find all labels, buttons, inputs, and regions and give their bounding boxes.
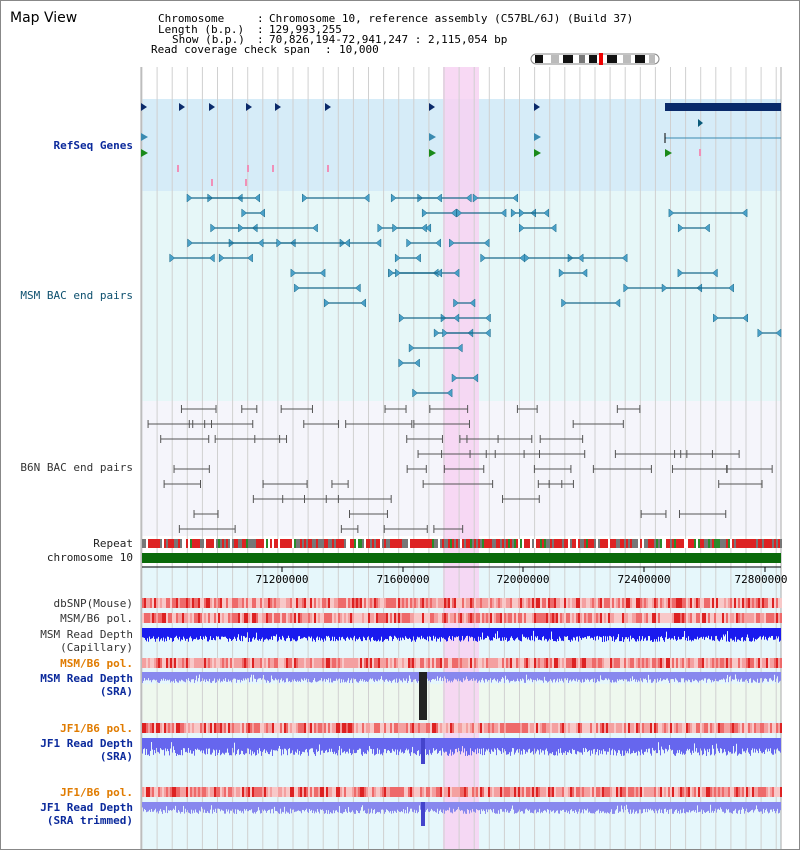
track-label-refseq[interactable]: RefSeq Genes <box>53 139 133 152</box>
length-key: Length (b.p.) <box>158 23 245 36</box>
axis-tick-label: 71200000 <box>255 573 309 586</box>
track-label-jf1-depth-trim[interactable]: JF1 Read Depth (SRA trimmed) <box>40 801 133 827</box>
colon-3: : <box>257 33 264 46</box>
chromosome-bar <box>142 553 781 563</box>
show-value: 70,826,194-72,941,247 : 2,115,054 bp <box>269 33 508 46</box>
track-label-chromosome[interactable]: chromosome 10 <box>46 551 133 564</box>
track-label-msm-b6-pol-1[interactable]: MSM/B6 pol. <box>60 612 133 625</box>
track-label-msm-b6-pol-2[interactable]: MSM/B6 pol. <box>60 657 133 670</box>
colon-1: : <box>257 12 264 25</box>
track-label-dbsnp[interactable]: dbSNP(Mouse) <box>53 597 133 610</box>
gene-arrow <box>209 103 215 111</box>
chromosome-value: Chromosome 10, reference assembly (C57BL… <box>269 12 634 25</box>
track-label-repeat[interactable]: Repeat <box>93 537 133 550</box>
length-value: 129,993,255 <box>269 23 342 36</box>
span-value: 10,000 <box>339 43 379 56</box>
gene-arrow <box>429 103 435 111</box>
span-key: Read coverage check span <box>151 43 310 56</box>
colon-4: : <box>325 43 332 56</box>
show-key: Show (b.p.) <box>172 33 245 46</box>
gene-bar <box>665 103 781 111</box>
gene-arrow <box>534 103 540 111</box>
track-label-b6n-bac[interactable]: B6N BAC end pairs <box>20 461 133 474</box>
gene-arrow <box>141 103 147 111</box>
chromosome-key: Chromosome <box>158 12 225 25</box>
track-label-jf1-b6-pol-1[interactable]: JF1/B6 pol. <box>60 722 133 735</box>
axis-tick-label: 72800000 <box>734 573 788 586</box>
track-label-msm-bac[interactable]: MSM BAC end pairs <box>20 289 133 302</box>
axis-tick-label: 72000000 <box>496 573 550 586</box>
track-label-msm-depth-cap[interactable]: MSM Read Depth (Capillary) <box>40 628 133 654</box>
axis-tick-label: 72400000 <box>617 573 671 586</box>
gene-arrow <box>179 103 185 111</box>
window-title: Map View <box>10 10 78 26</box>
track-label-jf1-b6-pol-2[interactable]: JF1/B6 pol. <box>60 786 133 799</box>
colon-2: : <box>257 23 264 36</box>
track-label-msm-depth-sra[interactable]: MSM Read Depth (SRA) <box>40 672 133 698</box>
gene-arrow <box>275 103 281 111</box>
gene-arrow <box>246 103 252 111</box>
gene-arrow <box>325 103 331 111</box>
track-label-jf1-depth-sra[interactable]: JF1 Read Depth (SRA) <box>40 737 133 763</box>
axis-tick-label: 71600000 <box>376 573 430 586</box>
chromosome-ideogram[interactable] <box>529 53 661 65</box>
